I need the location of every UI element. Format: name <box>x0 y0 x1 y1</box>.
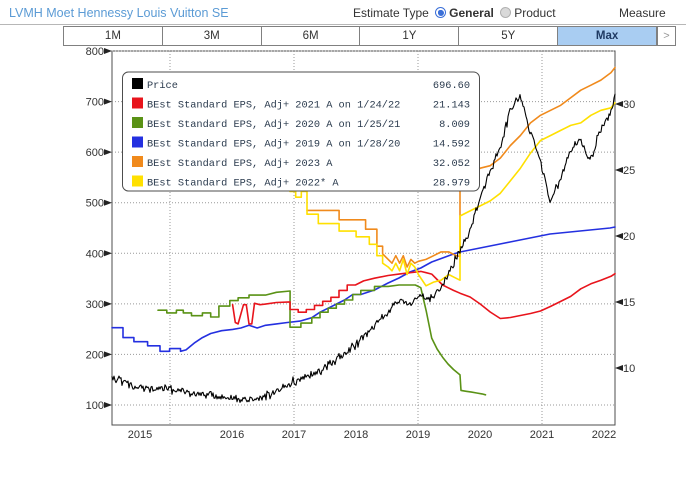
svg-text:15: 15 <box>623 297 635 309</box>
svg-text:400: 400 <box>86 248 104 260</box>
svg-text:14.592: 14.592 <box>433 139 470 151</box>
svg-text:BEst Standard EPS, Adj+ 2021 A: BEst Standard EPS, Adj+ 2021 A on 1/24/2… <box>147 100 400 112</box>
svg-text:600: 600 <box>86 147 104 159</box>
svg-text:300: 300 <box>86 299 104 311</box>
svg-text:20: 20 <box>623 231 635 243</box>
svg-text:100: 100 <box>86 400 104 412</box>
svg-text:700: 700 <box>86 97 104 109</box>
svg-text:2015: 2015 <box>128 429 152 441</box>
svg-text:2022: 2022 <box>592 429 616 441</box>
svg-text:2017: 2017 <box>282 429 306 441</box>
svg-text:BEst Standard EPS, Adj+ 2022*: BEst Standard EPS, Adj+ 2022* A <box>147 178 339 190</box>
svg-text:2020: 2020 <box>468 429 492 441</box>
svg-text:25: 25 <box>623 165 635 177</box>
svg-text:2021: 2021 <box>530 429 554 441</box>
svg-text:200: 200 <box>86 349 104 361</box>
svg-text:2019: 2019 <box>406 429 430 441</box>
svg-text:21.143: 21.143 <box>433 100 470 112</box>
svg-text:8.009: 8.009 <box>439 119 470 131</box>
svg-text:30: 30 <box>623 99 635 111</box>
svg-text:2018: 2018 <box>344 429 368 441</box>
svg-text:696.60: 696.60 <box>433 80 470 92</box>
svg-text:Price: Price <box>147 80 178 92</box>
svg-text:BEst Standard EPS, Adj+ 2019 A: BEst Standard EPS, Adj+ 2019 A on 1/28/2… <box>147 139 400 151</box>
svg-text:800: 800 <box>86 46 104 58</box>
svg-text:2016: 2016 <box>220 429 244 441</box>
svg-text:BEst Standard EPS, Adj+ 2023 A: BEst Standard EPS, Adj+ 2023 A <box>147 158 333 170</box>
svg-text:500: 500 <box>86 198 104 210</box>
svg-text:10: 10 <box>623 363 635 375</box>
svg-text:BEst Standard EPS, Adj+ 2020 A: BEst Standard EPS, Adj+ 2020 A on 1/25/2… <box>147 119 400 131</box>
svg-text:32.052: 32.052 <box>433 158 470 170</box>
svg-text:28.979: 28.979 <box>433 178 470 190</box>
